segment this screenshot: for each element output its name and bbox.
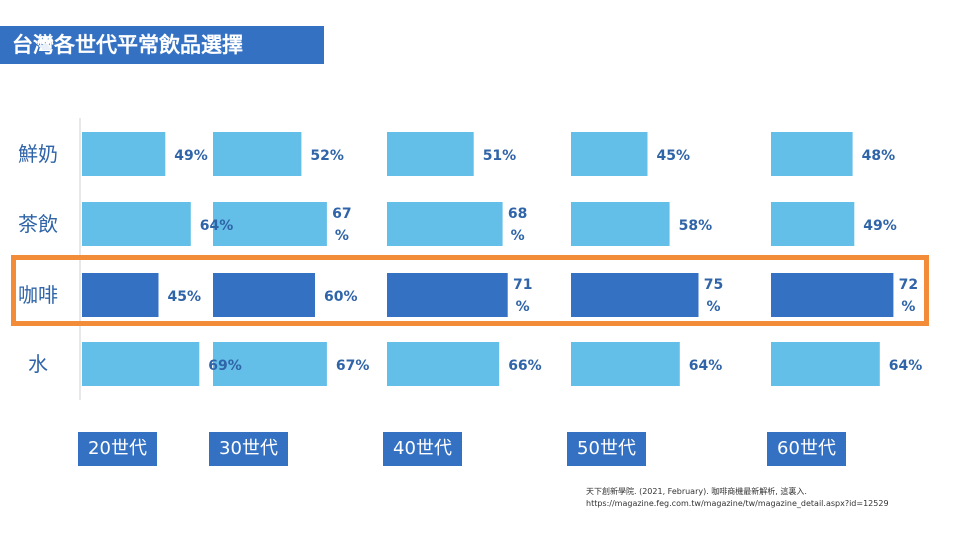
bar xyxy=(213,342,327,386)
data-label: 60% xyxy=(324,289,358,305)
bar xyxy=(82,202,191,246)
data-label: 64% xyxy=(889,358,923,374)
data-label: 45% xyxy=(657,148,691,164)
bar xyxy=(387,132,474,176)
data-label: 51% xyxy=(483,148,517,164)
data-label: 45% xyxy=(168,289,202,305)
data-label: 58% xyxy=(679,218,713,234)
bar xyxy=(771,132,853,176)
bar xyxy=(571,342,680,386)
bar xyxy=(213,273,315,317)
bar xyxy=(82,132,166,176)
generation-label: 40世代 xyxy=(383,432,462,466)
data-label: 49% xyxy=(863,218,897,234)
data-label: 64% xyxy=(689,358,723,374)
citation-line-2: https://magazine.feg.com.tw/magazine/tw/… xyxy=(586,499,889,508)
bar xyxy=(387,273,508,317)
data-label: 71% xyxy=(513,277,532,315)
data-label: 69% xyxy=(208,358,242,374)
category-label: 水 xyxy=(28,352,48,376)
generation-label: 50世代 xyxy=(567,432,646,466)
data-label: 64% xyxy=(200,218,234,234)
bar xyxy=(213,202,327,246)
data-label: 48% xyxy=(862,148,896,164)
generation-label: 20世代 xyxy=(78,432,157,466)
data-label: 52% xyxy=(310,148,344,164)
citation-line-1: 天下創新學院. (2021, February). 咖啡商機最新解析, 這裏入. xyxy=(586,487,807,496)
chart-title: 台灣各世代平常飲品選擇 xyxy=(0,26,324,64)
data-label: 75% xyxy=(704,277,723,315)
bar xyxy=(571,132,648,176)
generation-label: 60世代 xyxy=(767,432,846,466)
coffee-highlight-frame xyxy=(11,255,929,326)
bar xyxy=(387,202,503,246)
data-label: 67% xyxy=(336,358,370,374)
data-label: 72% xyxy=(899,277,918,315)
bar xyxy=(213,132,302,176)
bar xyxy=(771,342,880,386)
category-label: 鮮奶 xyxy=(18,142,58,166)
source-citation: 天下創新學院. (2021, February). 咖啡商機最新解析, 這裏入.… xyxy=(586,486,889,510)
data-label: 68% xyxy=(508,206,527,244)
bar xyxy=(387,342,500,386)
bar xyxy=(571,273,699,317)
bars xyxy=(82,132,894,386)
bar xyxy=(82,342,200,386)
value-labels: 49% 64% 45% 69% 52% 67 % 60% 67% 51% 68 % 71 % 66% 45% 5… xyxy=(168,148,923,374)
bar xyxy=(771,273,894,317)
data-label: 49% xyxy=(174,148,208,164)
data-label: 67% xyxy=(332,206,351,244)
category-label: 咖啡 xyxy=(18,283,58,307)
bar xyxy=(771,202,855,246)
bar xyxy=(82,273,159,317)
bar xyxy=(571,202,670,246)
data-label: 66% xyxy=(508,358,542,374)
category-label: 茶飲 xyxy=(18,212,58,236)
generation-label: 30世代 xyxy=(209,432,288,466)
